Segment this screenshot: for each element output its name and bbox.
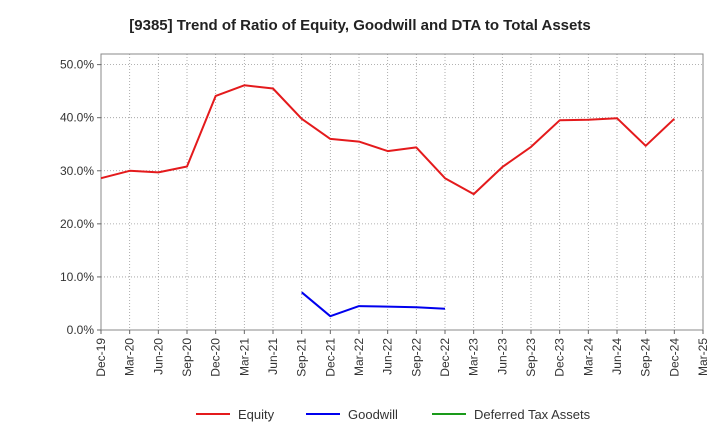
x-tick-label: Jun-24 [610, 338, 624, 375]
x-tick-label: Sep-20 [180, 338, 194, 377]
x-tick-label: Dec-22 [438, 338, 452, 377]
x-tick-label: Jun-23 [495, 338, 509, 375]
x-tick-label: Dec-20 [209, 338, 223, 377]
x-tick-label: Mar-23 [467, 338, 481, 376]
y-axis: 0.0% 10.0% 20.0% 30.0% 40.0% 50.0% [60, 58, 101, 337]
y-tick-label: 20.0% [60, 217, 94, 231]
x-tick-label: Dec-24 [667, 338, 681, 377]
x-tick-label: Sep-24 [639, 338, 653, 377]
y-tick-label: 40.0% [60, 111, 94, 125]
x-tick-label: Mar-22 [352, 338, 366, 376]
x-tick-label: Dec-23 [553, 338, 567, 377]
x-tick-label: Sep-23 [524, 338, 538, 377]
series-group [100, 84, 675, 318]
legend-label-goodwill: Goodwill [348, 407, 398, 422]
x-tick-label: Dec-19 [94, 338, 108, 377]
x-tick-label: Jun-22 [381, 338, 395, 375]
y-tick-label: 30.0% [60, 164, 94, 178]
series-line-goodwill [301, 291, 446, 318]
chart-title: [9385] Trend of Ratio of Equity, Goodwil… [129, 17, 590, 34]
x-tick-label: Mar-21 [237, 338, 251, 376]
x-tick-label: Mar-20 [123, 338, 137, 376]
legend-label-deferred-tax-assets: Deferred Tax Assets [474, 407, 591, 422]
y-tick-label: 0.0% [67, 323, 95, 337]
legend: Equity Goodwill Deferred Tax Assets [196, 407, 591, 422]
x-axis: Dec-19 Mar-20 Jun-20 Sep-20 Dec-20 Mar-21 Jun-… [94, 330, 710, 377]
grid [100, 54, 704, 331]
x-tick-label: Mar-25 [696, 338, 710, 376]
x-tick-label: Sep-21 [295, 338, 309, 377]
x-tick-label: Jun-21 [266, 338, 280, 375]
x-tick-label: Sep-22 [409, 338, 423, 377]
y-tick-label: 10.0% [60, 270, 94, 284]
legend-label-equity: Equity [238, 407, 275, 422]
y-tick-label: 50.0% [60, 58, 94, 72]
series-line-equity [100, 84, 675, 196]
x-tick-label: Dec-21 [323, 338, 337, 377]
plot-area-frame [100, 53, 704, 331]
x-tick-label: Jun-20 [151, 338, 165, 375]
x-tick-label: Mar-24 [581, 338, 595, 376]
